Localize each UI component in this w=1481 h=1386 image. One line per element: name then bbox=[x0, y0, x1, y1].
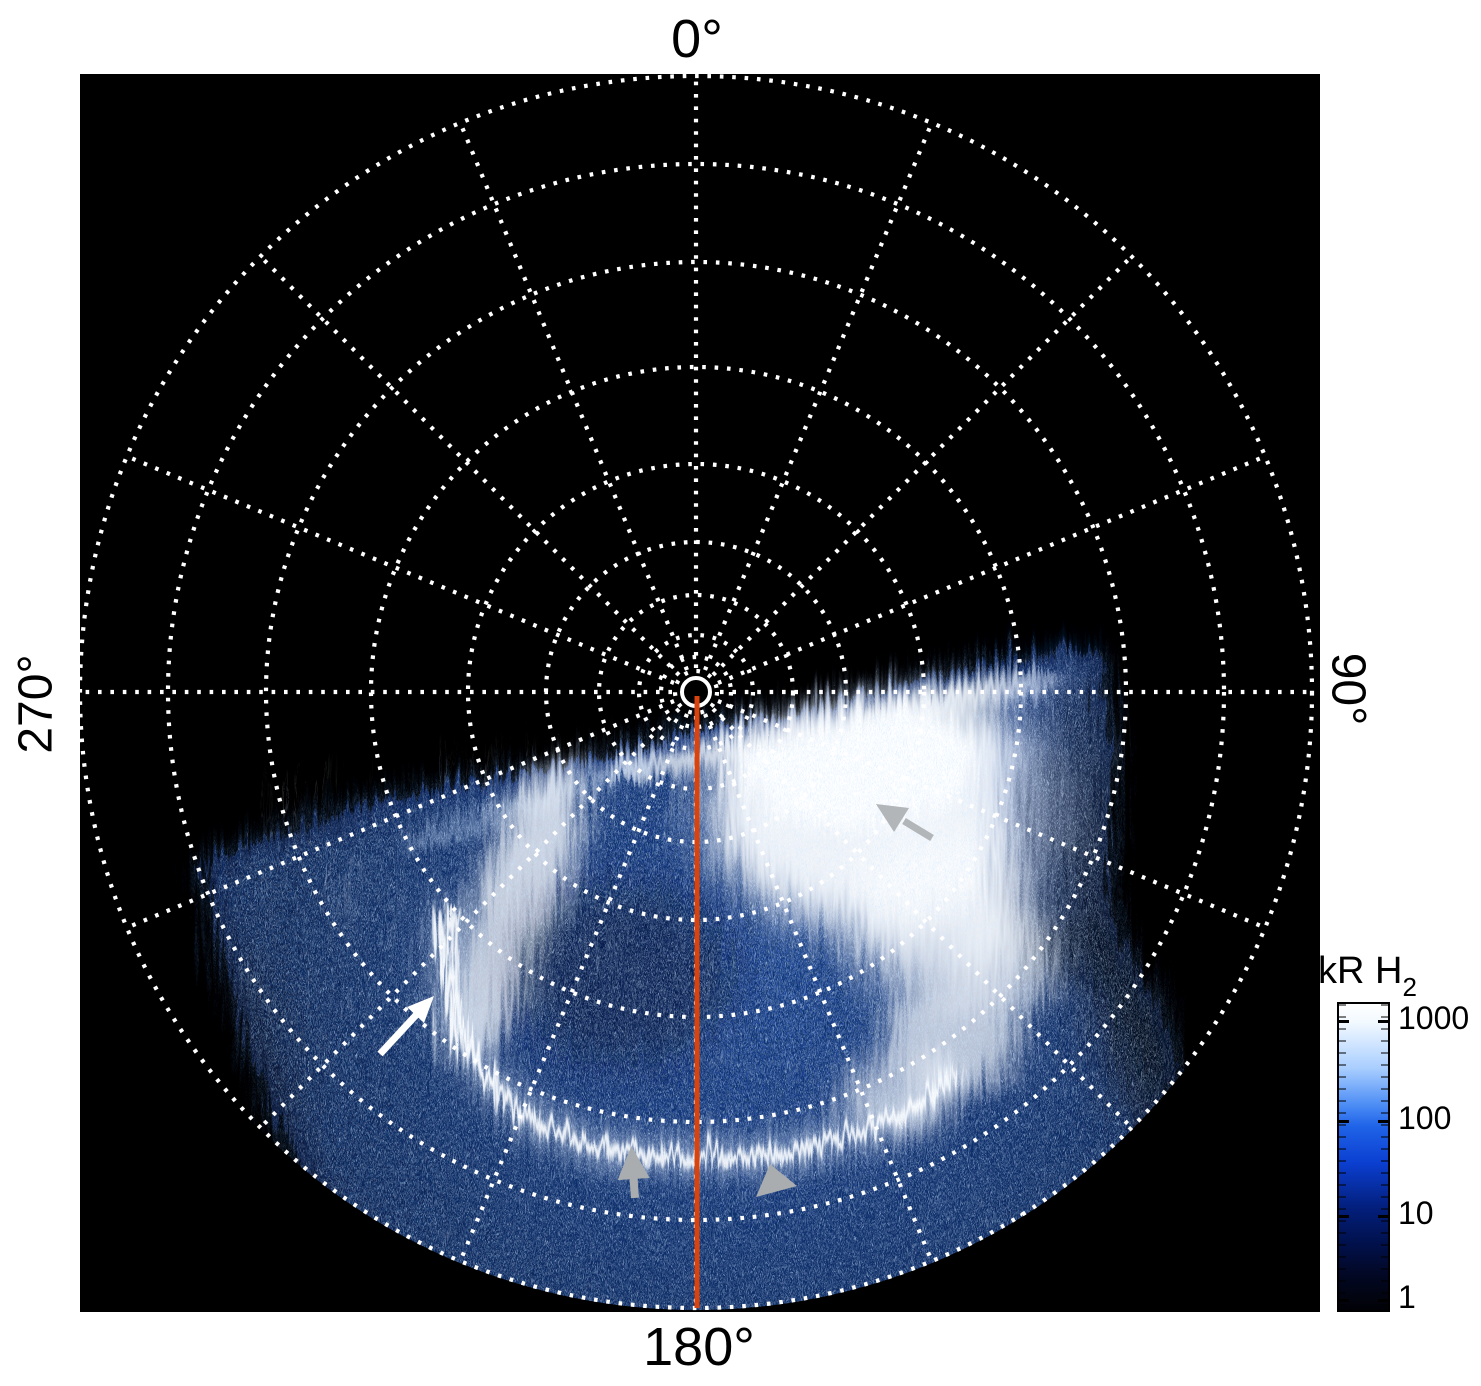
grid-ring bbox=[672, 668, 720, 716]
grid-ring bbox=[465, 461, 927, 923]
colorbar-minor-ticks bbox=[1339, 1004, 1346, 1310]
gray-arrowhead-bottom-right bbox=[756, 1164, 797, 1197]
colorbar bbox=[1337, 1002, 1390, 1312]
angle-label-0: 0° bbox=[671, 9, 723, 69]
angle-label-90: 90° bbox=[1321, 652, 1375, 726]
colorbar-title-subscript: 2 bbox=[1402, 971, 1417, 1002]
grid-ring bbox=[263, 259, 1129, 1125]
annotation-arrows bbox=[377, 804, 934, 1199]
colorbar-tick-1: 1 bbox=[1398, 1279, 1416, 1315]
grid-ring bbox=[658, 654, 734, 730]
gray-arrow-bottom-left bbox=[617, 1146, 650, 1199]
colorbar-title: kR H2 bbox=[1318, 950, 1417, 1002]
colorbar-tick-100: 100 bbox=[1398, 1100, 1452, 1136]
white-arrow bbox=[377, 996, 434, 1057]
angle-label-270: 270° bbox=[9, 654, 63, 754]
gray-arrow-upper-right bbox=[876, 804, 934, 841]
grid-ring bbox=[165, 161, 1227, 1223]
colorbar-tick-10: 10 bbox=[1398, 1195, 1434, 1231]
colorbar-minor-ticks bbox=[1381, 1004, 1388, 1310]
colorbar-tick-1000: 1000 bbox=[1398, 1000, 1470, 1036]
angle-label-180: 180° bbox=[643, 1317, 755, 1377]
